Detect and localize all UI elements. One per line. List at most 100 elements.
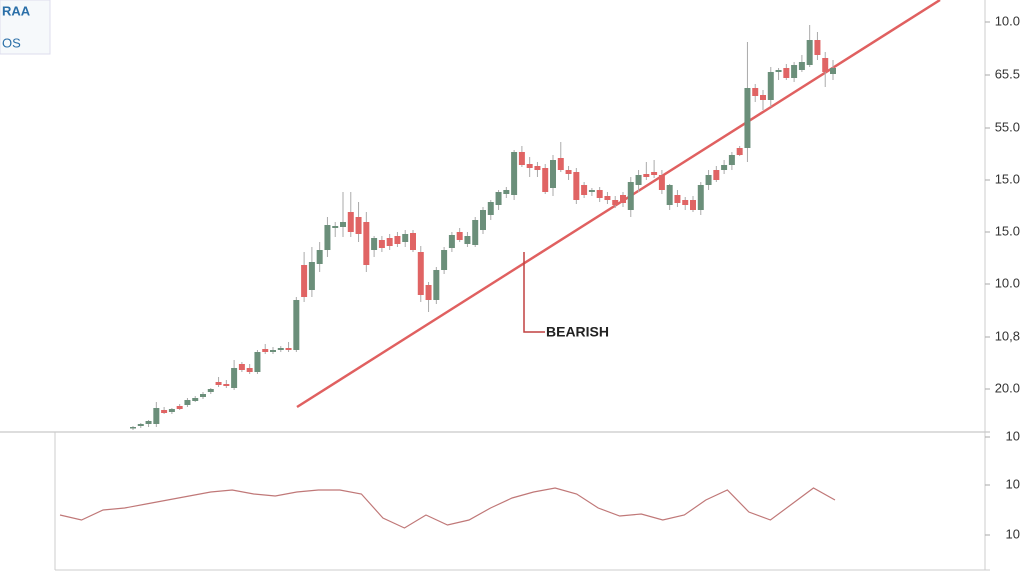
candle-body	[721, 165, 728, 170]
candle-body	[262, 349, 269, 352]
candle-body	[550, 160, 556, 188]
candle-body	[581, 185, 588, 195]
candle-body	[254, 352, 261, 372]
candle-body	[145, 421, 152, 424]
candle-body	[301, 265, 308, 297]
candle-body	[557, 158, 564, 170]
candle-body	[184, 400, 191, 405]
candle-body	[798, 62, 805, 70]
y-tick-label: 15.0	[995, 223, 1020, 238]
y-tick-label: 10	[1006, 526, 1020, 541]
candle-body	[534, 166, 541, 170]
logo-text: OS	[2, 35, 21, 50]
annotation-pointer	[523, 252, 545, 333]
candle-body	[806, 40, 813, 65]
candle-body	[192, 398, 199, 401]
candle-body	[635, 175, 642, 185]
y-tick-label: 10	[1006, 476, 1020, 491]
candle-body	[238, 364, 245, 370]
candle-body	[697, 185, 704, 210]
candle-body	[386, 238, 393, 246]
candle-body	[347, 212, 354, 232]
candle-body	[207, 389, 214, 392]
candle-body	[394, 236, 401, 244]
candle-body	[464, 236, 471, 244]
candle-body	[340, 222, 346, 227]
candle-body	[713, 170, 720, 180]
candle-body	[830, 68, 836, 74]
candle-body	[822, 58, 829, 72]
y-tick-label: 10.0	[995, 275, 1020, 290]
candle-body	[176, 406, 183, 409]
candle-body	[542, 168, 549, 192]
candle-body	[332, 226, 339, 228]
candle-body	[627, 182, 634, 210]
candle-body	[168, 409, 175, 412]
candle-body	[200, 394, 206, 397]
candle-body	[153, 408, 160, 424]
y-tick-label: 65.5	[995, 66, 1020, 81]
logo-box	[0, 0, 51, 55]
candle-body	[161, 410, 168, 413]
y-tick-label: 15.0	[995, 171, 1020, 186]
candle-body	[425, 285, 432, 300]
candle-body	[526, 164, 533, 168]
candle-body	[215, 382, 222, 385]
candle-body	[137, 424, 144, 426]
candle-body	[378, 240, 385, 248]
candle-body	[433, 270, 440, 300]
annotation: BEARISH	[546, 324, 609, 340]
candle-body	[791, 65, 798, 78]
candle-body	[308, 262, 315, 290]
y-tick-label: 10.0	[995, 13, 1020, 28]
candle-body	[752, 88, 759, 96]
candle-body	[658, 175, 665, 190]
candle-body	[518, 152, 525, 165]
candle-body	[760, 95, 766, 100]
candle-body	[293, 300, 300, 350]
candle-body	[495, 192, 502, 205]
candle-body	[651, 172, 658, 175]
y-tick-label: 20.0	[995, 380, 1020, 395]
candle-body	[487, 202, 494, 215]
candle-body	[130, 427, 136, 429]
y-tick-label: 55.0	[995, 119, 1020, 134]
candle-body	[736, 148, 743, 155]
candle-body	[480, 210, 486, 230]
candle-body	[612, 200, 619, 205]
candle-body	[472, 220, 479, 245]
candle-body	[573, 172, 580, 200]
candle-body	[728, 155, 735, 165]
candle-body	[355, 217, 362, 234]
candle-body	[410, 233, 416, 250]
candle-body	[565, 170, 572, 174]
candle-body	[316, 250, 323, 264]
candle-body	[448, 235, 455, 248]
candle-body	[371, 238, 378, 250]
y-tick-label: 10,8	[995, 328, 1020, 343]
candle-body	[705, 175, 712, 185]
candle-body	[246, 368, 253, 372]
candle-body	[643, 174, 650, 177]
candle-body	[223, 384, 230, 386]
candle-body	[588, 190, 595, 192]
candle-body	[402, 234, 409, 242]
candle-body	[690, 200, 696, 210]
candle-body	[666, 185, 673, 205]
candle-body	[324, 225, 331, 250]
candle-body	[277, 348, 284, 350]
candle-body	[596, 190, 603, 198]
candle-body	[511, 152, 518, 195]
candle-body	[767, 72, 774, 100]
candle-body	[285, 348, 292, 350]
candle-body	[682, 200, 689, 205]
candle-body	[441, 250, 448, 270]
y-tick-label: 10	[1006, 428, 1020, 443]
candle-body	[744, 88, 751, 148]
candle-body	[674, 195, 681, 203]
logo-text: RAA	[2, 3, 31, 18]
candle-body	[270, 350, 276, 352]
